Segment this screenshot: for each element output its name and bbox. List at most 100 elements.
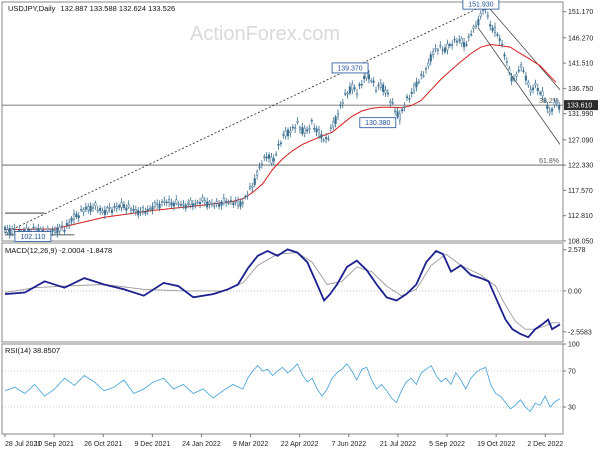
candle-body: [405, 96, 409, 98]
candle-body: [151, 206, 154, 210]
candle-body: [534, 83, 537, 86]
candle-body: [543, 100, 546, 102]
candle-body: [555, 100, 558, 104]
candle-body: [70, 218, 73, 222]
macd-tick-label: -2.5583: [568, 329, 592, 336]
candle-body: [248, 186, 252, 189]
candle-body: [3, 226, 7, 230]
candle-body: [510, 76, 513, 82]
x-tick-label: 10 Sep 2021: [34, 441, 74, 448]
candle-body: [451, 44, 454, 46]
candle-body: [289, 130, 292, 133]
candle-body: [91, 207, 95, 209]
candle-body: [539, 92, 542, 94]
candle-body: [61, 225, 64, 227]
price-ohlc: 132.887 133.588 132.624 133.526: [60, 4, 175, 13]
price-y-axis: 151.170 146.270 141.510 136.750 131.990 127.0…: [563, 9, 593, 246]
candle-body: [417, 81, 420, 83]
candle-body: [298, 127, 301, 130]
candle-body: [225, 200, 228, 203]
price-tick-label: 146.270: [568, 35, 593, 42]
candle-body: [486, 15, 489, 17]
candle-body: [6, 229, 9, 233]
candle-body: [306, 129, 309, 132]
candle-body: [455, 40, 458, 43]
candle-body: [265, 156, 268, 159]
candle-body: [75, 213, 78, 218]
candle-body: [453, 39, 456, 41]
price-annotation-label: 139.370: [337, 65, 362, 72]
candle-body: [386, 92, 389, 95]
candle-body: [208, 201, 211, 205]
candle-body: [51, 228, 54, 232]
rsi-series: [2, 363, 563, 413]
candle-body: [84, 206, 87, 210]
candle-body: [398, 113, 401, 121]
price-title: USDJPY,Daily 132.887 133.588 132.624 133…: [8, 4, 175, 13]
candle-body: [106, 207, 109, 213]
candle-body: [222, 197, 225, 204]
candle-body: [505, 61, 508, 63]
candle-body: [410, 91, 413, 94]
candle-body: [541, 91, 544, 97]
candle-body: [53, 229, 57, 233]
candle-body: [137, 210, 140, 216]
x-tick-label: 21 Jul 2022: [380, 441, 416, 448]
candle-body: [403, 106, 406, 108]
candle-body: [260, 163, 263, 166]
candle-body: [467, 36, 470, 38]
candle-body: [508, 68, 511, 73]
candle-body: [237, 199, 240, 206]
candle-body: [325, 137, 328, 140]
macd-line: [4, 248, 561, 339]
candle-body: [367, 74, 370, 80]
candle-body: [232, 202, 235, 206]
candle-body: [394, 110, 397, 112]
candle-body: [477, 19, 480, 26]
candle-body: [294, 127, 297, 129]
candle-body: [87, 206, 90, 211]
candle-body: [503, 54, 506, 57]
rsi-line: [4, 363, 561, 413]
x-tick-label: 2 Dec 2022: [527, 441, 563, 448]
candle-body: [101, 210, 104, 213]
candle-body: [99, 208, 102, 211]
candle-body: [432, 51, 435, 56]
x-tick-label: 9 Dec 2021: [134, 441, 170, 448]
candle-body: [46, 228, 49, 231]
candle-body: [253, 178, 256, 185]
candle-body: [287, 129, 290, 137]
candle-body: [527, 81, 530, 86]
candle-body: [429, 54, 432, 62]
candle-body: [8, 227, 11, 235]
candle-body: [272, 158, 275, 162]
candle-body: [465, 44, 468, 46]
candle-body: [110, 209, 114, 213]
candle-body: [332, 121, 335, 128]
candle-body: [201, 197, 204, 201]
candle-body: [37, 228, 40, 231]
candle-body: [491, 27, 494, 31]
macd-panel-frame: [1, 242, 564, 343]
candle-body: [301, 127, 304, 135]
candle-body: [244, 196, 247, 198]
candle-body: [470, 34, 473, 36]
candle-body: [258, 166, 261, 168]
price-annotation-label: 130.380: [365, 120, 390, 127]
price-tick-label: 108.050: [568, 239, 593, 246]
candle-body: [213, 205, 216, 207]
candle-body: [115, 206, 118, 209]
candle-body: [348, 86, 351, 94]
candle-body: [408, 98, 411, 100]
candle-body: [291, 126, 294, 129]
candle-body: [56, 227, 59, 234]
price-series: 133.610: [3, 5, 598, 241]
candle-body: [139, 211, 142, 213]
rsi-tick-label: 70: [568, 369, 576, 376]
price-annotation-box: [14, 231, 52, 242]
candle-body: [472, 26, 475, 29]
candle-body: [234, 200, 237, 203]
rsi-panel: 100 70 30 RSI(14) 38.8507: [1, 342, 580, 435]
candle-body: [377, 84, 380, 87]
candle-body: [194, 203, 197, 205]
